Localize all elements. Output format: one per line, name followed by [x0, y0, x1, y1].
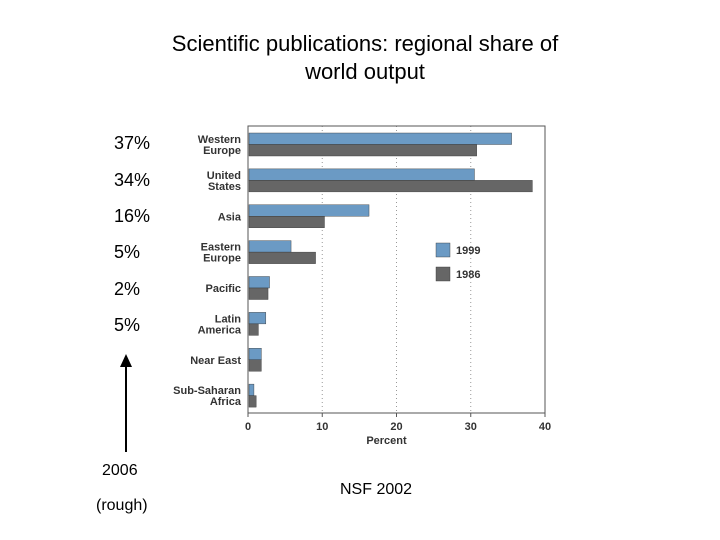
bar-1986	[248, 251, 316, 264]
bar-1999	[248, 312, 267, 325]
bar-1999	[248, 348, 262, 360]
bar-1986	[248, 323, 259, 336]
category-label-line: Pacific	[206, 283, 241, 295]
category-label-line: Eastern	[201, 242, 242, 254]
category-label-line: Europe	[203, 253, 241, 265]
category-label-line: Western	[198, 134, 241, 146]
category-label: Eastern Europe	[201, 242, 242, 265]
share-2006-united-states: 34%	[114, 170, 151, 190]
share-2006-latin-america: 5%	[114, 315, 141, 335]
share-2006-asia: 16%	[114, 206, 151, 226]
legend-swatch-1986	[435, 266, 451, 282]
share-2006-pacific: 2%	[114, 279, 141, 299]
category-label: Pacific	[206, 283, 241, 295]
x-tick-label: 40	[539, 421, 551, 433]
bar-1986	[248, 144, 477, 157]
x-tick-label: 20	[390, 421, 402, 433]
legend-label-1999: 1999	[456, 245, 480, 257]
legend-swatch-1999	[435, 242, 451, 258]
category-label-line: Africa	[210, 396, 242, 408]
category-label: United States	[207, 170, 241, 193]
category-label: Asia	[218, 211, 242, 223]
category-label-line: Sub-Saharan	[173, 385, 241, 397]
rough-label: (rough)	[96, 497, 148, 514]
x-tick-label: 0	[245, 421, 251, 433]
bar-1999	[248, 383, 255, 396]
bar-1986	[248, 395, 257, 408]
year-label: 2006	[102, 462, 138, 479]
bar-1999	[248, 204, 370, 217]
category-label: Near East	[190, 355, 241, 367]
category-label-line: Europe	[203, 145, 241, 157]
title-line-2: world output	[305, 59, 425, 84]
category-label-line: United	[207, 170, 241, 182]
bar-1999	[248, 276, 270, 289]
category-label-line: America	[198, 324, 242, 336]
bar-1999	[248, 240, 292, 253]
slide-title: Scientific publications: regional share …	[110, 30, 620, 86]
x-axis-label: Percent	[366, 435, 407, 447]
category-label: Sub-Saharan Africa	[173, 385, 242, 408]
category-label-line: Asia	[218, 211, 242, 223]
category-label: Latin America	[198, 313, 242, 336]
share-2006-western-europe: 37%	[114, 133, 151, 153]
bar-1986	[248, 359, 262, 372]
title-line-1: Scientific publications: regional share …	[171, 31, 559, 56]
share-2006-eastern-europe: 5%	[114, 242, 141, 262]
x-tick-label: 10	[316, 421, 328, 433]
category-label-line: Near East	[190, 355, 241, 367]
category-label-line: States	[208, 181, 241, 193]
bar-1986	[248, 287, 269, 300]
bar-1986	[248, 216, 325, 228]
source-label: NSF 2002	[340, 481, 413, 498]
category-label: Western Europe	[198, 134, 241, 157]
category-label-line: Latin	[215, 313, 242, 325]
bar-1986	[248, 180, 533, 193]
bar-1999	[248, 168, 475, 181]
x-tick-label: 30	[465, 421, 477, 433]
legend-label-1986: 1986	[456, 269, 480, 281]
bar-1999	[248, 132, 512, 145]
